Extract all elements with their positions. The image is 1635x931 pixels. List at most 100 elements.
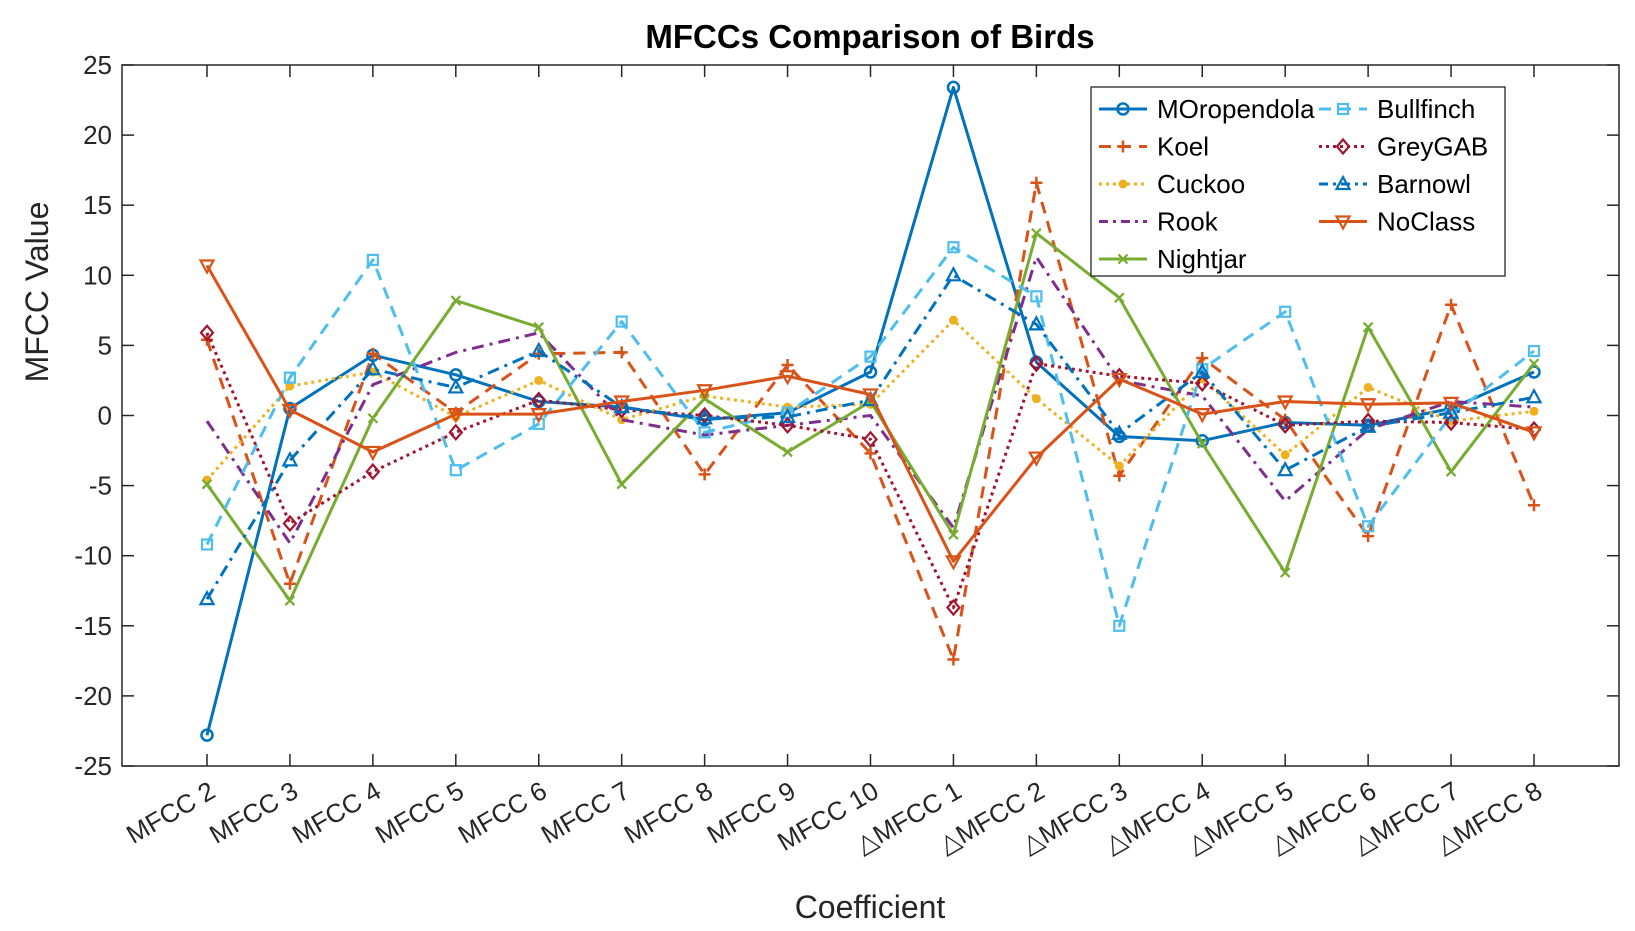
legend-label: GreyGAB [1377,132,1488,162]
data-point [696,384,713,400]
data-point [447,407,465,424]
data-point [1114,461,1124,471]
data-point [863,365,878,379]
data-point [1028,451,1045,467]
y-tick-label: 20 [83,120,112,150]
data-point [1276,395,1294,411]
series-bullfinch [200,241,1541,632]
data-point [864,447,877,460]
data-point [1529,406,1539,416]
data-point [534,375,544,385]
data-point [1528,358,1540,369]
data-point [779,370,796,386]
data-point [862,388,879,404]
data-point [199,324,215,342]
y-tick-label: -5 [89,471,112,501]
data-point [1196,352,1209,365]
legend-item: Bullfinch [1319,94,1475,124]
data-point [1028,354,1044,373]
data-point [1195,433,1209,448]
data-point [1359,398,1377,414]
legend-item: NoClass [1319,207,1475,237]
data-point [364,445,382,462]
legend-marker [1118,179,1128,189]
data-point [1113,619,1126,632]
data-point [1194,374,1210,392]
data-point [779,407,796,424]
data-point [450,295,462,306]
legend-item: Nightjar [1099,244,1247,274]
data-point [1279,567,1291,578]
x-axis-label: Coefficient [795,889,946,925]
y-tick-label: -25 [74,751,112,781]
data-point [1445,298,1458,311]
series-line [205,264,1535,563]
data-point [367,413,379,424]
y-tick-label: 15 [83,190,112,220]
data-point [1110,424,1128,440]
data-point [1362,520,1375,533]
x-tick-label: MFCC 2 [121,775,220,849]
legend-label: Barnowl [1377,169,1471,199]
data-point [201,478,213,490]
data-point [283,577,296,590]
y-tick-label: -20 [74,681,112,711]
legend: MOropendola Koel Cuckoo Rook Nightjar Bullfin… [1090,86,1506,277]
data-point [1280,450,1290,460]
data-point [948,315,958,325]
data-point [365,462,381,481]
legend-label: Nightjar [1157,244,1247,274]
legend-marker [1336,102,1350,116]
data-point [283,371,297,384]
series-line [205,85,1535,736]
data-point [615,346,628,359]
data-point [616,478,627,490]
y-tick-label: 10 [83,260,112,290]
data-point [1525,426,1543,442]
data-point [1277,416,1293,435]
legend-marker [1116,102,1130,116]
data-point [945,598,961,617]
y-tick-label: -15 [74,611,112,641]
data-point [198,259,216,275]
data-point [1030,290,1043,303]
data-point [530,407,548,424]
data-point [1113,469,1126,482]
data-point [531,391,547,409]
data-point [200,538,214,551]
legend-label: Cuckoo [1157,169,1245,199]
legend-item: MOropendola [1099,94,1315,124]
data-point [613,397,631,414]
x-tick-label: MFCC 6 [453,775,552,849]
data-point [1442,396,1460,413]
data-point [366,253,379,266]
data-point [1525,387,1543,404]
data-point [1445,466,1457,477]
data-point [1196,438,1208,449]
series-greygab [199,324,1542,617]
data-point [696,408,713,425]
data-point [533,321,545,333]
y-tick-label: 5 [98,330,112,360]
series-line [205,318,1535,481]
x-tick-label: MFCC 7 [536,775,635,849]
legend-label: Koel [1157,132,1209,162]
data-point [530,341,548,358]
legend-box [1090,86,1506,277]
data-point [198,589,216,606]
data-point [863,430,878,449]
legend-item: GreyGAB [1319,132,1488,162]
data-point [947,241,960,254]
series-line [205,181,1536,661]
data-point [281,403,299,420]
data-point [1528,499,1540,512]
data-point [1279,305,1292,318]
data-point [1362,321,1374,333]
data-point [449,464,462,477]
data-point [1031,394,1041,404]
data-point [948,529,959,540]
data-point [1276,460,1294,477]
series-rook [205,255,1535,545]
legend-marker [1117,140,1129,153]
series-line [205,332,1535,610]
